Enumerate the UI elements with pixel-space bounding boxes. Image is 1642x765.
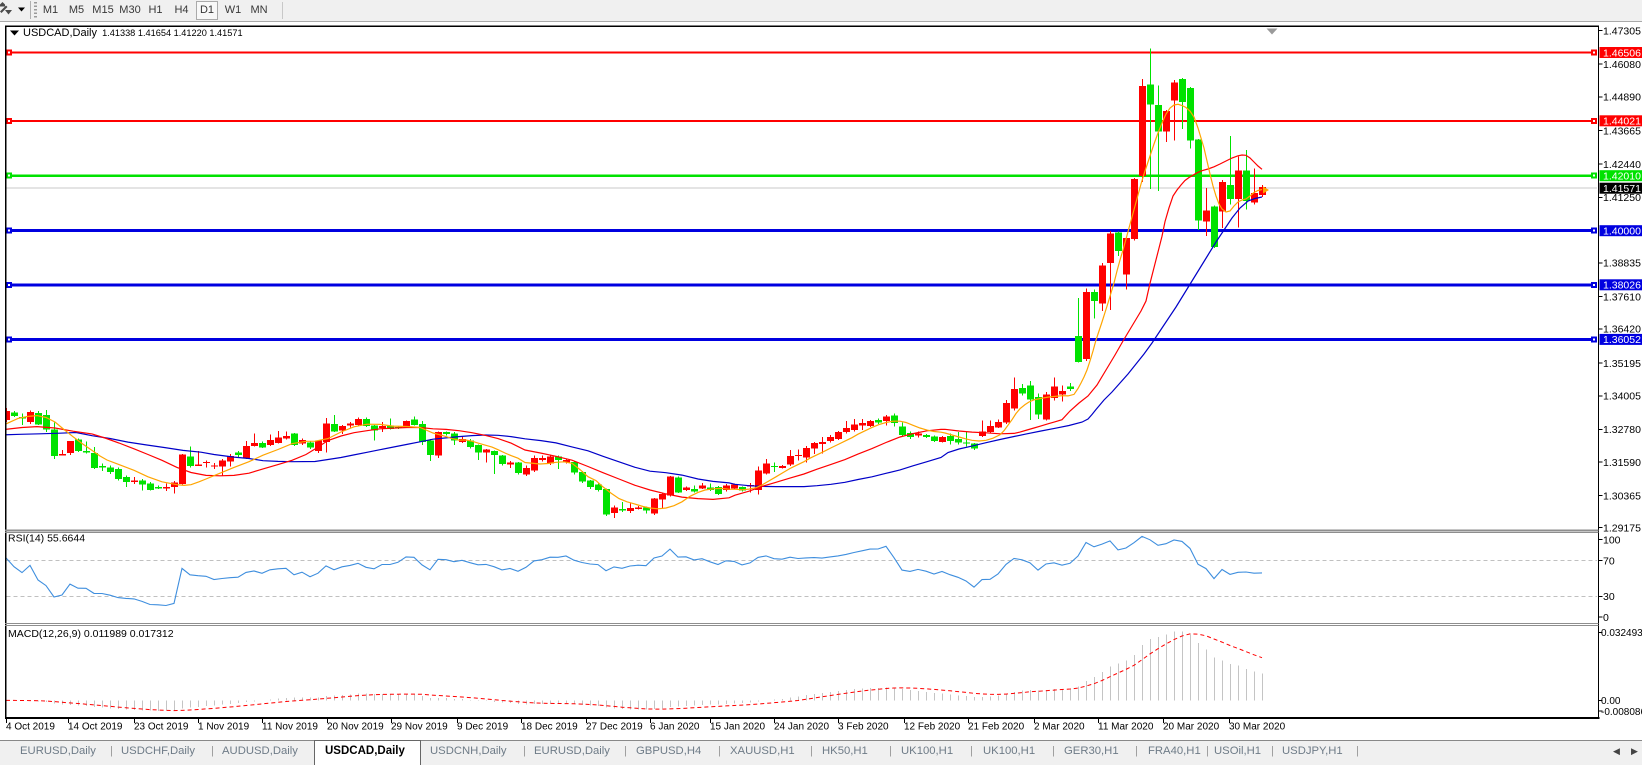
svg-text:1.46506: 1.46506 [1603, 47, 1641, 59]
svg-text:1.36420: 1.36420 [1603, 324, 1641, 336]
svg-text:1.38026: 1.38026 [1603, 280, 1641, 292]
svg-text:1.38835: 1.38835 [1603, 258, 1641, 270]
svg-text:9 Dec 2019: 9 Dec 2019 [457, 722, 509, 733]
svg-text:0.032493: 0.032493 [1601, 628, 1642, 639]
svg-text:1.34005: 1.34005 [1603, 391, 1641, 403]
svg-text:1.41250: 1.41250 [1603, 192, 1641, 204]
svg-text:1.31590: 1.31590 [1603, 457, 1641, 469]
svg-text:RSI(14) 55.6644: RSI(14) 55.6644 [8, 533, 85, 545]
svg-text:4 Oct 2019: 4 Oct 2019 [6, 722, 55, 733]
svg-text:1.32780: 1.32780 [1603, 424, 1641, 436]
svg-text:1.47305: 1.47305 [1603, 25, 1641, 37]
svg-text:1.36052: 1.36052 [1603, 334, 1641, 346]
svg-text:1.35195: 1.35195 [1603, 358, 1641, 370]
svg-text:29 Nov 2019: 29 Nov 2019 [391, 722, 448, 733]
svg-text:1 Nov 2019: 1 Nov 2019 [198, 722, 250, 733]
svg-text:100: 100 [1603, 534, 1621, 546]
svg-text:1.40000: 1.40000 [1603, 226, 1641, 238]
svg-text:20 Mar 2020: 20 Mar 2020 [1163, 722, 1220, 733]
svg-text:11 Mar 2020: 11 Mar 2020 [1098, 722, 1154, 733]
svg-text:1.44890: 1.44890 [1603, 92, 1641, 104]
svg-text:18 Dec 2019: 18 Dec 2019 [521, 722, 578, 733]
svg-text:11 Nov 2019: 11 Nov 2019 [262, 722, 318, 733]
svg-text:30: 30 [1603, 591, 1615, 603]
svg-text:27 Dec 2019: 27 Dec 2019 [586, 722, 643, 733]
svg-text:1.41571: 1.41571 [1603, 183, 1641, 195]
svg-text:2 Mar 2020: 2 Mar 2020 [1034, 722, 1085, 733]
svg-text:1.42010: 1.42010 [1603, 171, 1641, 183]
svg-text:12 Feb 2020: 12 Feb 2020 [904, 722, 961, 733]
svg-text:0.00: 0.00 [1601, 696, 1621, 707]
svg-text:20 Nov 2019: 20 Nov 2019 [327, 722, 384, 733]
svg-text:21 Feb 2020: 21 Feb 2020 [968, 722, 1025, 733]
svg-text:23 Oct 2019: 23 Oct 2019 [134, 722, 189, 733]
svg-text:30 Mar 2020: 30 Mar 2020 [1229, 722, 1286, 733]
svg-text:MACD(12,26,9) 0.011989 0.01731: MACD(12,26,9) 0.011989 0.017312 [8, 628, 174, 640]
svg-text:1.44021: 1.44021 [1603, 116, 1641, 128]
svg-text:1.42440: 1.42440 [1603, 159, 1641, 171]
svg-text:1.46080: 1.46080 [1603, 59, 1641, 71]
svg-text:0: 0 [1603, 612, 1609, 624]
svg-text:14 Oct 2019: 14 Oct 2019 [68, 722, 123, 733]
svg-text:70: 70 [1603, 555, 1615, 567]
svg-text:15 Jan 2020: 15 Jan 2020 [710, 722, 765, 733]
svg-text:6 Jan 2020: 6 Jan 2020 [650, 722, 700, 733]
svg-text:-0.008086: -0.008086 [1601, 707, 1642, 718]
svg-text:USDCAD,Daily 1.41338 1.41654: USDCAD,Daily 1.41338 1.41654 1.41220 1.4… [23, 27, 243, 39]
svg-text:1.43665: 1.43665 [1603, 125, 1641, 137]
svg-text:1.30365: 1.30365 [1603, 491, 1641, 503]
svg-text:1.37610: 1.37610 [1603, 291, 1641, 303]
svg-text:3 Feb 2020: 3 Feb 2020 [838, 722, 889, 733]
svg-text:1.29175: 1.29175 [1603, 522, 1641, 534]
svg-text:24 Jan 2020: 24 Jan 2020 [774, 722, 829, 733]
